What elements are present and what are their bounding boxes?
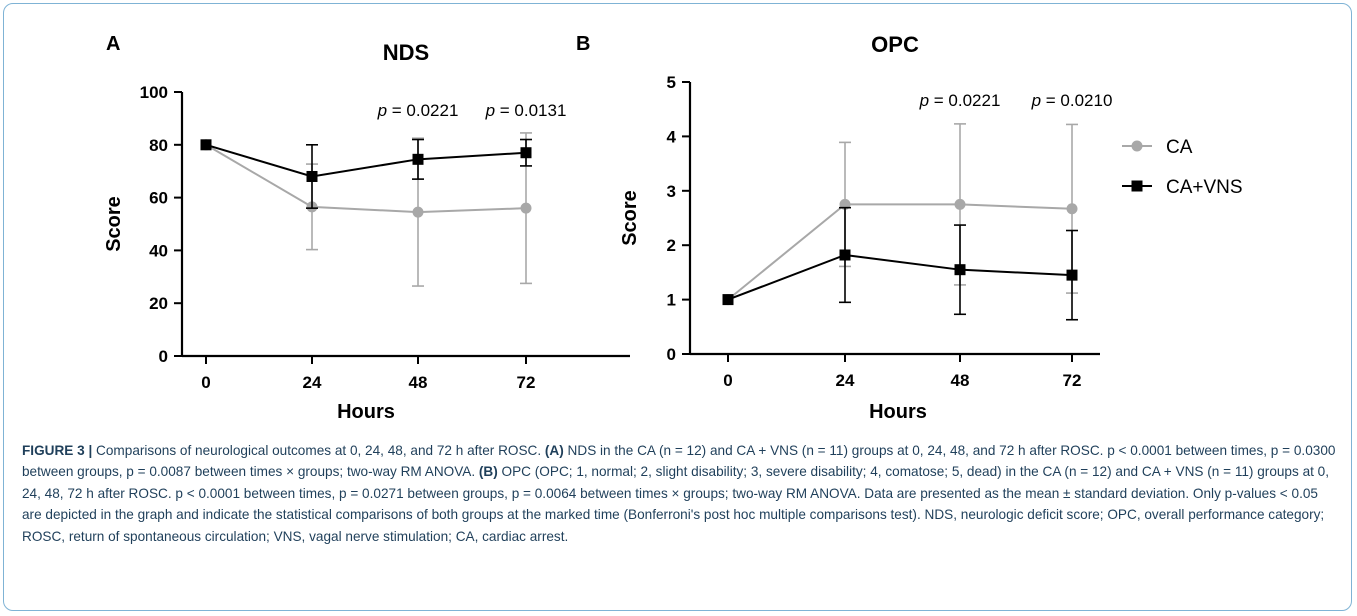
series-ca (722, 123, 1078, 306)
x-axis-title: Hours (337, 401, 395, 423)
y-tick-label: 4 (667, 127, 677, 146)
y-axis-title: Score (619, 190, 641, 246)
series-ca-vns (722, 206, 1078, 321)
caption-b-text: OPC (OPC; 1, normal; 2, slight disabilit… (22, 464, 1330, 544)
legend-label: CA (1166, 137, 1193, 158)
y-axis-title: Score (103, 196, 125, 252)
x-tick-label: 0 (201, 373, 210, 392)
p-value-annotation: p = 0.0131 (485, 101, 567, 120)
series-ca-vns (200, 138, 532, 209)
caption-label: FIGURE 3 | (22, 443, 93, 458)
chart-panel-a: A NDS 0 20 40 60 80 100 0 24 48 72 Hours Score p = 0.0… (103, 33, 630, 423)
figure-frame (3, 3, 1352, 611)
x-tick-label: 24 (836, 371, 855, 390)
data-point (954, 198, 966, 210)
data-point (412, 206, 424, 218)
data-point (520, 147, 532, 159)
chart-panel-b: B OPC 0 1 2 3 4 5 0 24 48 72 Hours Score p = 0.0221 p =… (576, 32, 1243, 423)
data-point (954, 264, 966, 276)
legend-label: CA+VNS (1166, 177, 1243, 198)
p-value-annotation: p = 0.0210 (1031, 91, 1113, 110)
caption-lead: Comparisons of neurological outcomes at … (92, 443, 545, 458)
legend-marker (1131, 140, 1143, 152)
data-point (412, 153, 424, 165)
y-tick-label: 3 (667, 182, 676, 201)
series-line (205, 143, 527, 178)
legend-marker (1131, 180, 1143, 192)
series-line (205, 143, 527, 214)
data-point (722, 294, 734, 306)
y-tick-label: 2 (667, 236, 676, 255)
x-tick-label: 0 (723, 371, 732, 390)
y-tick-label: 20 (149, 294, 168, 313)
series-line (727, 253, 1073, 301)
chart-title: OPC (871, 32, 919, 57)
x-tick-label: 48 (409, 373, 428, 392)
legend: CA CA+VNS (1122, 137, 1243, 198)
p-value-annotation: p = 0.0221 (377, 101, 459, 120)
caption-b-label: (B) (478, 464, 498, 480)
data-point (306, 170, 318, 182)
y-tick-label: 40 (149, 241, 168, 260)
x-tick-label: 72 (517, 373, 536, 392)
data-point (1066, 203, 1078, 215)
y-tick-label: 100 (140, 83, 168, 102)
x-tick-label: 48 (951, 371, 970, 390)
caption-a-text: NDS in the CA (n = 12) and CA + VNS (n =… (22, 443, 1336, 480)
figure-caption: FIGURE 3 | Comparisons of neurological o… (22, 440, 1340, 547)
y-tick-label: 60 (149, 189, 168, 208)
data-point (839, 249, 851, 261)
series-line (727, 203, 1073, 301)
x-tick-label: 72 (1063, 371, 1082, 390)
panel-letter: B (576, 33, 590, 55)
panel-letter: A (106, 33, 120, 55)
y-tick-label: 5 (667, 73, 676, 92)
chart-title: NDS (383, 40, 429, 65)
y-tick-label: 80 (149, 136, 168, 155)
data-point (200, 139, 212, 151)
x-axis-title: Hours (869, 401, 927, 423)
caption-a-label: (A) (544, 443, 564, 458)
data-point (1066, 269, 1078, 281)
y-tick-label: 1 (667, 291, 676, 310)
y-tick-label: 0 (667, 345, 676, 364)
data-point (520, 202, 532, 214)
p-value-annotation: p = 0.0221 (919, 91, 1001, 110)
x-tick-label: 24 (303, 373, 322, 392)
y-tick-label: 0 (159, 347, 168, 366)
